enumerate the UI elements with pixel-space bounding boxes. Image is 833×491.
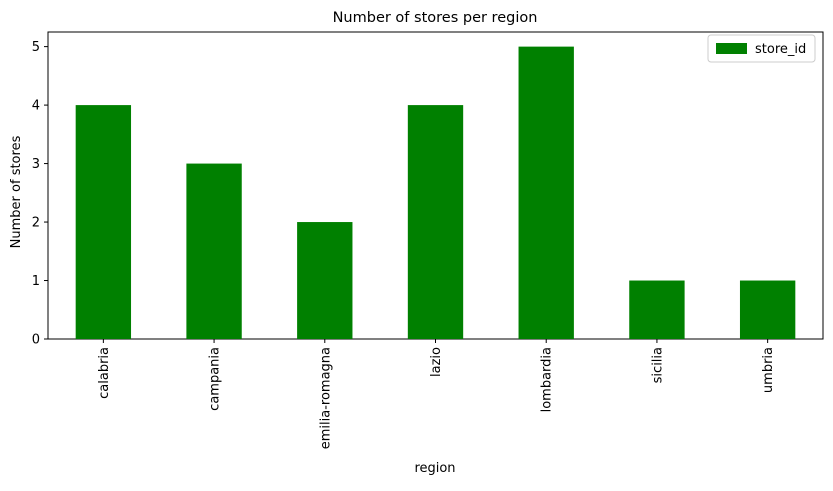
bar-umbria — [739, 280, 796, 339]
bar-emilia-romagna — [297, 222, 353, 339]
x-tick-label: emilia-romagna — [318, 347, 333, 449]
x-axis-label: region — [414, 461, 455, 476]
y-axis-label: Number of stores — [9, 135, 24, 248]
x-axis: calabria campania emilia-romagna lazio lomba… — [97, 339, 776, 449]
x-tick-label: lazio — [429, 347, 444, 377]
y-tick-label: 4 — [32, 99, 40, 114]
y-axis: 0 1 2 3 4 5 — [32, 40, 48, 348]
legend: store_id — [707, 34, 816, 63]
y-tick-label: 3 — [32, 157, 40, 172]
bar-calabria — [75, 105, 132, 339]
x-tick-label: lombardia — [540, 347, 555, 412]
legend-swatch-store-id — [716, 43, 747, 54]
x-tick-label: sicilia — [650, 347, 665, 383]
chart-title: Number of stores per region — [333, 10, 538, 26]
bar-lombardia — [518, 46, 574, 339]
x-tick-label: campania — [208, 347, 223, 411]
y-tick-label: 1 — [32, 274, 40, 289]
bar-sicilia — [629, 280, 685, 339]
y-tick-label: 0 — [32, 333, 40, 348]
bar-campania — [186, 163, 242, 339]
y-tick-label: 5 — [32, 40, 40, 55]
legend-frame — [707, 34, 816, 63]
x-tick-label: umbria — [761, 347, 776, 393]
bar-lazio — [407, 105, 464, 339]
x-tick-label: calabria — [97, 347, 112, 399]
bars — [75, 46, 796, 339]
legend-label-store-id: store_id — [755, 42, 806, 57]
y-tick-label: 2 — [32, 216, 40, 231]
